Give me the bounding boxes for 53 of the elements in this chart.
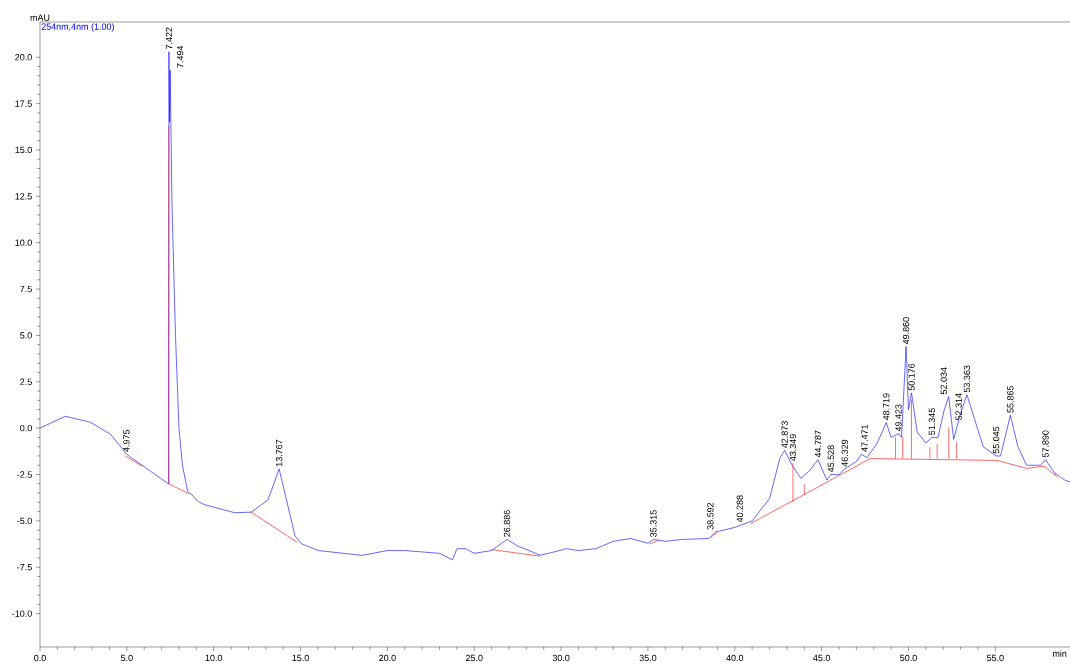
x-tick-label: 20.0 xyxy=(379,654,396,662)
y-tick-label: -7.5 xyxy=(17,564,32,571)
y-tick-label: -2.5 xyxy=(17,471,32,478)
y-tick-label: 7.5 xyxy=(20,285,32,293)
y-tick-label: -10.0 xyxy=(12,610,32,617)
y-tick-label: 10.0 xyxy=(15,239,32,246)
x-tick-label: 10.0 xyxy=(205,654,223,662)
y-tick-label: -5.0 xyxy=(17,517,32,525)
x-tick-label: 45.0 xyxy=(813,654,831,662)
annotation: 13.767 xyxy=(275,439,283,467)
annotation: 44.787 xyxy=(814,430,822,458)
y-tick-label: 15.0 xyxy=(15,146,32,154)
annotation: 43.349 xyxy=(789,434,797,461)
y-axis-title: mAU xyxy=(30,14,50,21)
x-tick-label: 15.0 xyxy=(292,654,309,662)
x-tick-label: 35.0 xyxy=(639,654,657,662)
annotation: 57.890 xyxy=(1042,430,1049,458)
annotation: 4.975 xyxy=(123,429,130,452)
annotation: 50.176 xyxy=(908,363,915,391)
annotation: 55.865 xyxy=(1007,385,1014,413)
annotation: 52.314 xyxy=(955,393,962,421)
annotation: 55.045 xyxy=(992,426,1000,454)
annotation: 51.345 xyxy=(928,408,936,435)
annotation: 38.592 xyxy=(707,502,714,530)
annotation: 52.034 xyxy=(940,367,947,395)
annotation: 49.423 xyxy=(895,404,902,432)
x-axis-title: min xyxy=(1052,650,1067,657)
annotation: 47.471 xyxy=(861,424,868,452)
x-tick-label: 25.0 xyxy=(465,654,483,662)
x-tick-label: 30.0 xyxy=(552,654,570,662)
x-tick-label: 50.0 xyxy=(900,654,917,662)
annotation: 40.288 xyxy=(736,495,743,523)
annotation: 26.886 xyxy=(503,510,511,537)
annotation: 53.363 xyxy=(963,365,971,393)
y-tick-label: 2.5 xyxy=(20,378,32,385)
annotation: 7.422 xyxy=(165,27,173,50)
annotation: 35.315 xyxy=(650,510,657,537)
annotation: 7.494 xyxy=(176,45,184,68)
x-tick-label: 5.0 xyxy=(120,654,133,662)
y-tick-label: 5.0 xyxy=(20,332,32,339)
y-tick-label: 0.0 xyxy=(20,424,32,432)
annotation: 49.860 xyxy=(902,317,910,345)
annotation: 42.873 xyxy=(781,421,788,449)
annotation: 46.329 xyxy=(841,439,848,467)
annotation: 48.719 xyxy=(883,393,890,421)
x-tick-label: 55.0 xyxy=(986,654,1004,662)
x-tick-label: 0.0 xyxy=(34,654,46,662)
x-tick-label: 40.0 xyxy=(726,654,744,662)
y-tick-label: 12.5 xyxy=(15,193,32,200)
text: 254nm,4nm (1.00) xyxy=(41,23,114,32)
annotation: 45.528 xyxy=(827,445,834,473)
y-tick-label: 17.5 xyxy=(15,100,32,107)
y-tick-label: 20.0 xyxy=(15,54,32,61)
